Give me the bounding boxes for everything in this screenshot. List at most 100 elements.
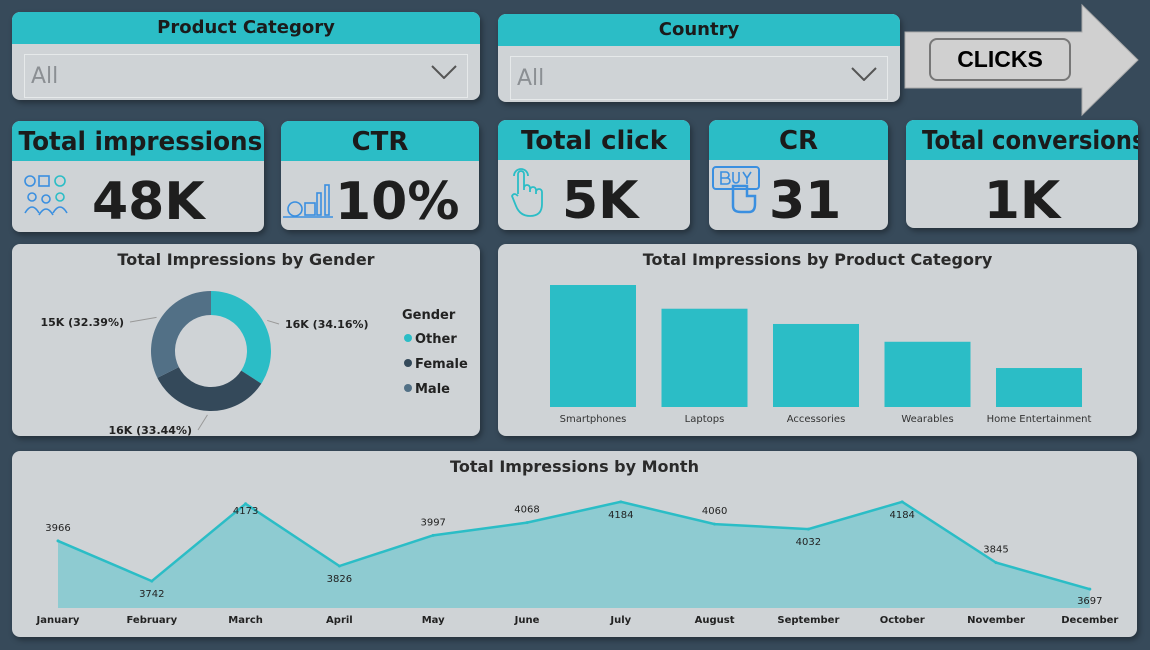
- month-area-chart: 3966 January 3742 February 4173 March 3826 Apri…: [36, 500, 1118, 626]
- chevron-down-icon: [431, 65, 457, 79]
- x-tick-label: September: [777, 615, 839, 626]
- data-label: 4173: [233, 506, 258, 517]
- x-tick-label: June: [514, 615, 540, 626]
- leader-line: [267, 319, 280, 325]
- hand-pointer-icon: [511, 168, 543, 217]
- bar: [773, 323, 859, 407]
- bar: [884, 341, 971, 407]
- filter-header: Product Category: [12, 12, 480, 44]
- kpi-label: Total conversions: [921, 126, 1138, 156]
- area-fill: [58, 501, 1090, 608]
- data-label: 3845: [983, 545, 1008, 556]
- x-tick-label: January: [36, 615, 80, 626]
- bar: [550, 285, 636, 407]
- data-point: [150, 579, 154, 583]
- kpi-value: 10%: [335, 172, 460, 230]
- x-tick-label: August: [695, 615, 735, 626]
- data-point: [900, 500, 904, 504]
- filter-label: Country: [658, 19, 740, 40]
- donut-slice-female: [157, 367, 262, 411]
- data-label: 4184: [608, 510, 633, 521]
- analytics-icon: [283, 184, 333, 218]
- kpi-label: Total impressions: [18, 127, 263, 157]
- chart-title: Total Impressions by Month: [450, 457, 699, 476]
- legend-marker: [404, 334, 412, 342]
- kpi-total-impressions: Total impressions 48K: [12, 121, 264, 232]
- legend-item-male: Male: [415, 382, 450, 397]
- legend-item-female: Female: [415, 357, 468, 372]
- kpi-header: Total click: [498, 120, 690, 160]
- bar: [996, 368, 1082, 407]
- data-point: [1088, 587, 1092, 591]
- data-label: 4032: [796, 537, 821, 548]
- leader-line: [129, 316, 157, 323]
- donut-slice-male: [150, 291, 211, 378]
- x-tick-label: Smartphones: [560, 414, 627, 425]
- data-label: 3742: [139, 589, 164, 600]
- kpi-header: Total conversions: [906, 120, 1138, 160]
- gender-donut-chart: 16K (34.16%) 16K (33.44%) 15K (32.39%) Gend…: [40, 291, 468, 436]
- category-bar-chart: Smartphones Laptops Accessories Wearables Ho…: [550, 285, 1092, 425]
- data-point: [713, 522, 717, 526]
- data-label: 3697: [1077, 596, 1102, 607]
- data-point: [994, 561, 998, 565]
- slice-data-label: 16K (33.44%): [108, 424, 192, 436]
- data-label: 3826: [327, 574, 352, 585]
- filter-label: Product Category: [157, 17, 335, 38]
- chart-title: Total Impressions by Gender: [117, 250, 375, 269]
- data-label: 3966: [45, 523, 70, 534]
- x-tick-label: July: [609, 615, 631, 626]
- kpi-value: 48K: [92, 172, 205, 232]
- data-label: 4068: [514, 505, 539, 516]
- data-label: 4060: [702, 506, 727, 517]
- kpi-value: 31: [769, 171, 842, 230]
- kpi-ctr: CTR 10%: [281, 121, 479, 230]
- line-series: [57, 500, 1091, 591]
- legend-marker: [404, 359, 412, 367]
- data-point: [431, 533, 435, 537]
- kpi-label: Total click: [520, 126, 668, 156]
- kpi-header: CR: [709, 120, 888, 160]
- data-point: [337, 564, 341, 568]
- data-point: [56, 539, 60, 543]
- kpi-value: 1K: [983, 171, 1061, 228]
- x-tick-label: October: [880, 615, 925, 626]
- product-category-filter: Product Category All: [12, 12, 480, 100]
- legend-title: Gender: [402, 308, 456, 323]
- leader-line: [197, 414, 208, 431]
- slice-data-label: 15K (32.39%): [40, 316, 124, 329]
- chart-title: Total Impressions by Product Category: [642, 250, 993, 269]
- data-point: [525, 521, 529, 525]
- x-tick-label: March: [228, 615, 263, 626]
- x-tick-label: December: [1061, 615, 1118, 626]
- x-tick-label: April: [326, 615, 353, 626]
- kpi-header: Total impressions: [12, 121, 264, 161]
- bar: [661, 308, 748, 407]
- x-tick-label: May: [422, 615, 445, 626]
- x-tick-label: November: [967, 615, 1025, 626]
- country-dropdown[interactable]: All: [510, 56, 888, 100]
- gender-chart-card: Total Impressions by Gender 16K (34.16%)…: [12, 244, 480, 436]
- data-label: 3997: [420, 517, 445, 528]
- data-point: [619, 500, 623, 504]
- buy-button-icon: [712, 166, 760, 214]
- legend-marker: [404, 384, 412, 392]
- legend-item-other: Other: [415, 332, 457, 347]
- x-tick-label: Home Entertainment: [987, 414, 1092, 425]
- donut-slice-other: [211, 291, 272, 384]
- data-label: 4184: [889, 510, 914, 521]
- dropdown-value: All: [31, 64, 59, 89]
- kpi-header: CTR: [281, 121, 479, 161]
- data-point: [244, 502, 248, 506]
- product-category-dropdown[interactable]: All: [24, 54, 468, 98]
- clicks-button[interactable]: CLICKS: [929, 38, 1071, 81]
- x-tick-label: February: [126, 615, 177, 626]
- kpi-cr: CR 31: [709, 120, 888, 230]
- filter-header: Country: [498, 14, 900, 46]
- dropdown-value: All: [517, 66, 545, 91]
- kpi-label: CTR: [351, 127, 409, 157]
- country-filter: Country All: [498, 14, 900, 102]
- month-chart-card: Total Impressions by Month 3966 January 37…: [12, 451, 1137, 637]
- slice-data-label: 16K (34.16%): [285, 318, 369, 331]
- category-chart-card: Total Impressions by Product Category Sm…: [498, 244, 1137, 436]
